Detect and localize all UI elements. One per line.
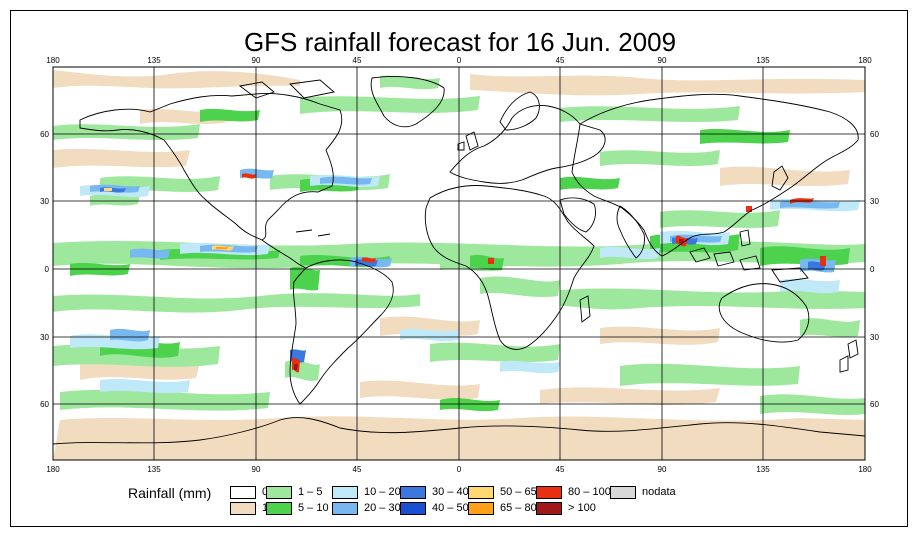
- legend-label: 50 – 65: [500, 486, 537, 498]
- legend-swatch: [230, 501, 256, 515]
- legend-swatch: [468, 501, 494, 515]
- legend-item-12: nodata: [610, 484, 676, 500]
- legend-label: 20 – 30: [364, 502, 401, 514]
- legend-item-11: > 100: [536, 500, 596, 516]
- legend-item-4: 10 – 20: [332, 484, 401, 500]
- legend-item-2: 1 – 5: [266, 484, 322, 500]
- legend-swatch: [536, 501, 562, 515]
- legend-swatch: [266, 501, 292, 515]
- lon-tick-bottom: 180: [46, 465, 60, 474]
- lon-tick-bottom: 0: [457, 465, 462, 474]
- legend-label: 30 – 40: [432, 486, 469, 498]
- lon-tick-top: 0: [457, 56, 462, 65]
- lat-tick-left: 60: [40, 400, 49, 409]
- legend-swatch: [400, 501, 426, 515]
- legend-label: 65 – 80: [500, 502, 537, 514]
- lat-tick-left: 30: [40, 197, 49, 206]
- legend-swatch: [332, 501, 358, 515]
- legend-swatch: [332, 485, 358, 499]
- legend-item-9: 65 – 80: [468, 500, 537, 516]
- lon-tick-bottom: 45: [556, 465, 565, 474]
- legend-label: nodata: [642, 486, 676, 498]
- axis-labels: 180 135 90 45 0 45 90 135 180 180 135 90…: [40, 56, 879, 474]
- legend-swatch: [610, 485, 636, 499]
- lat-tick-right: 0: [870, 265, 875, 274]
- lat-tick-left: 0: [45, 265, 50, 274]
- lon-tick-top: 135: [756, 56, 770, 65]
- lat-tick-right: 30: [870, 333, 879, 342]
- lon-tick-bottom: 45: [353, 465, 362, 474]
- legend-label: 5 – 10: [298, 502, 329, 514]
- lat-tick-right: 30: [870, 197, 879, 206]
- legend-label: 40 – 50: [432, 502, 469, 514]
- lat-tick-left: 30: [40, 333, 49, 342]
- lon-tick-bottom: 135: [147, 465, 161, 474]
- legend-item-6: 30 – 40: [400, 484, 469, 500]
- lon-tick-bottom: 90: [252, 465, 261, 474]
- legend-item-0: 0: [230, 484, 268, 500]
- legend-label: 1: [262, 502, 268, 514]
- figure-frame: [10, 10, 908, 527]
- lon-tick-bottom: 180: [858, 465, 872, 474]
- lon-tick-top: 135: [147, 56, 161, 65]
- legend-item-5: 20 – 30: [332, 500, 401, 516]
- lon-tick-top: 180: [46, 56, 60, 65]
- legend-label: 10 – 20: [364, 486, 401, 498]
- lon-tick-bottom: 90: [658, 465, 667, 474]
- legend-item-8: 50 – 65: [468, 484, 537, 500]
- legend-title: Rainfall (mm): [128, 485, 212, 501]
- lon-tick-top: 90: [252, 56, 261, 65]
- legend-swatch: [400, 485, 426, 499]
- graticule: [53, 67, 865, 460]
- lat-tick-right: 60: [870, 130, 879, 139]
- lon-tick-top: 45: [556, 56, 565, 65]
- legend-label: 80 – 100: [568, 486, 611, 498]
- legend-swatch: [468, 485, 494, 499]
- legend-swatch: [266, 485, 292, 499]
- legend-label: 0: [262, 486, 268, 498]
- legend-item-10: 80 – 100: [536, 484, 611, 500]
- lat-tick-left: 60: [40, 130, 49, 139]
- lon-tick-bottom: 135: [756, 465, 770, 474]
- lon-tick-top: 180: [858, 56, 872, 65]
- map-title: GFS rainfall forecast for 16 Jun. 2009: [243, 27, 677, 57]
- map-border: [52, 66, 866, 461]
- legend-label: 1 – 5: [298, 486, 323, 498]
- lon-tick-top: 90: [658, 56, 667, 65]
- legend-item-3: 5 – 10: [266, 500, 329, 516]
- legend-swatch: [536, 485, 562, 499]
- legend-item-1: 1: [230, 500, 268, 516]
- lon-tick-top: 45: [353, 56, 362, 65]
- legend-swatch: [230, 485, 256, 499]
- legend-item-7: 40 – 50: [400, 500, 469, 516]
- legend-label: > 100: [568, 502, 596, 514]
- lat-tick-right: 60: [870, 400, 879, 409]
